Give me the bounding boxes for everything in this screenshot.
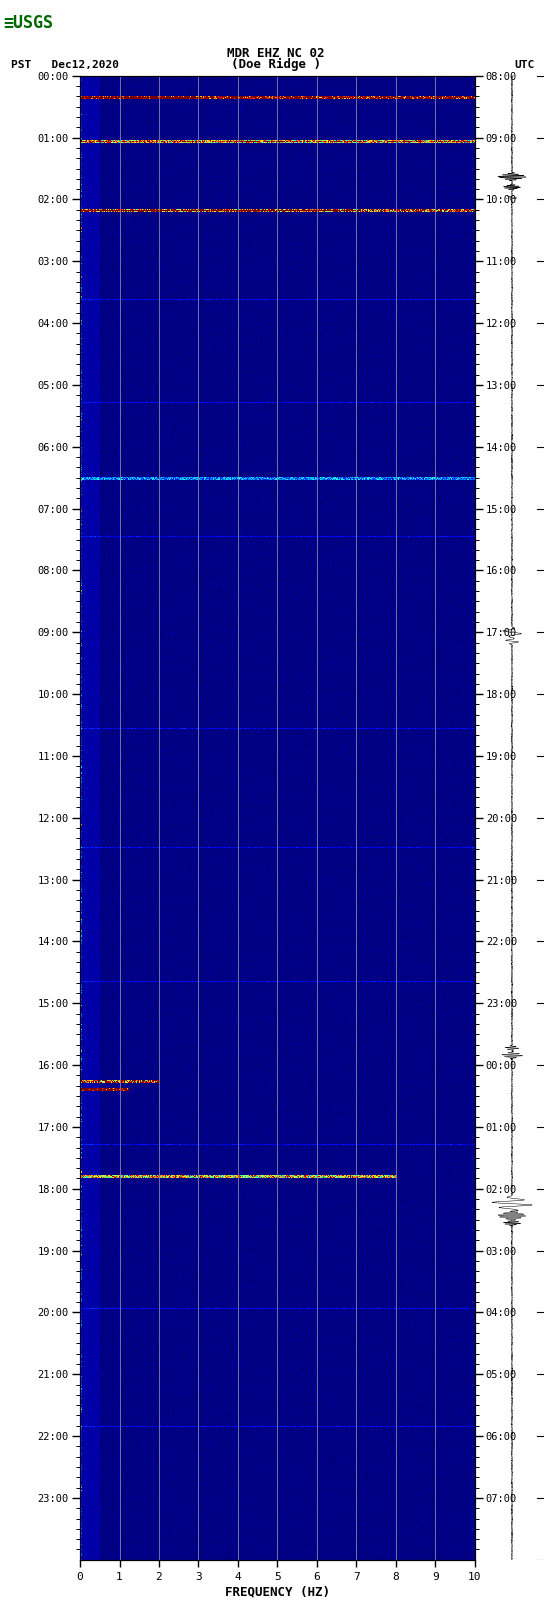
Text: MDR EHZ NC 02: MDR EHZ NC 02: [227, 47, 325, 60]
Text: UTC: UTC: [514, 60, 534, 69]
X-axis label: FREQUENCY (HZ): FREQUENCY (HZ): [225, 1586, 330, 1598]
Text: PST   Dec12,2020: PST Dec12,2020: [11, 60, 119, 69]
Text: ≡USGS: ≡USGS: [3, 13, 53, 32]
Text: (Doe Ridge ): (Doe Ridge ): [231, 58, 321, 71]
